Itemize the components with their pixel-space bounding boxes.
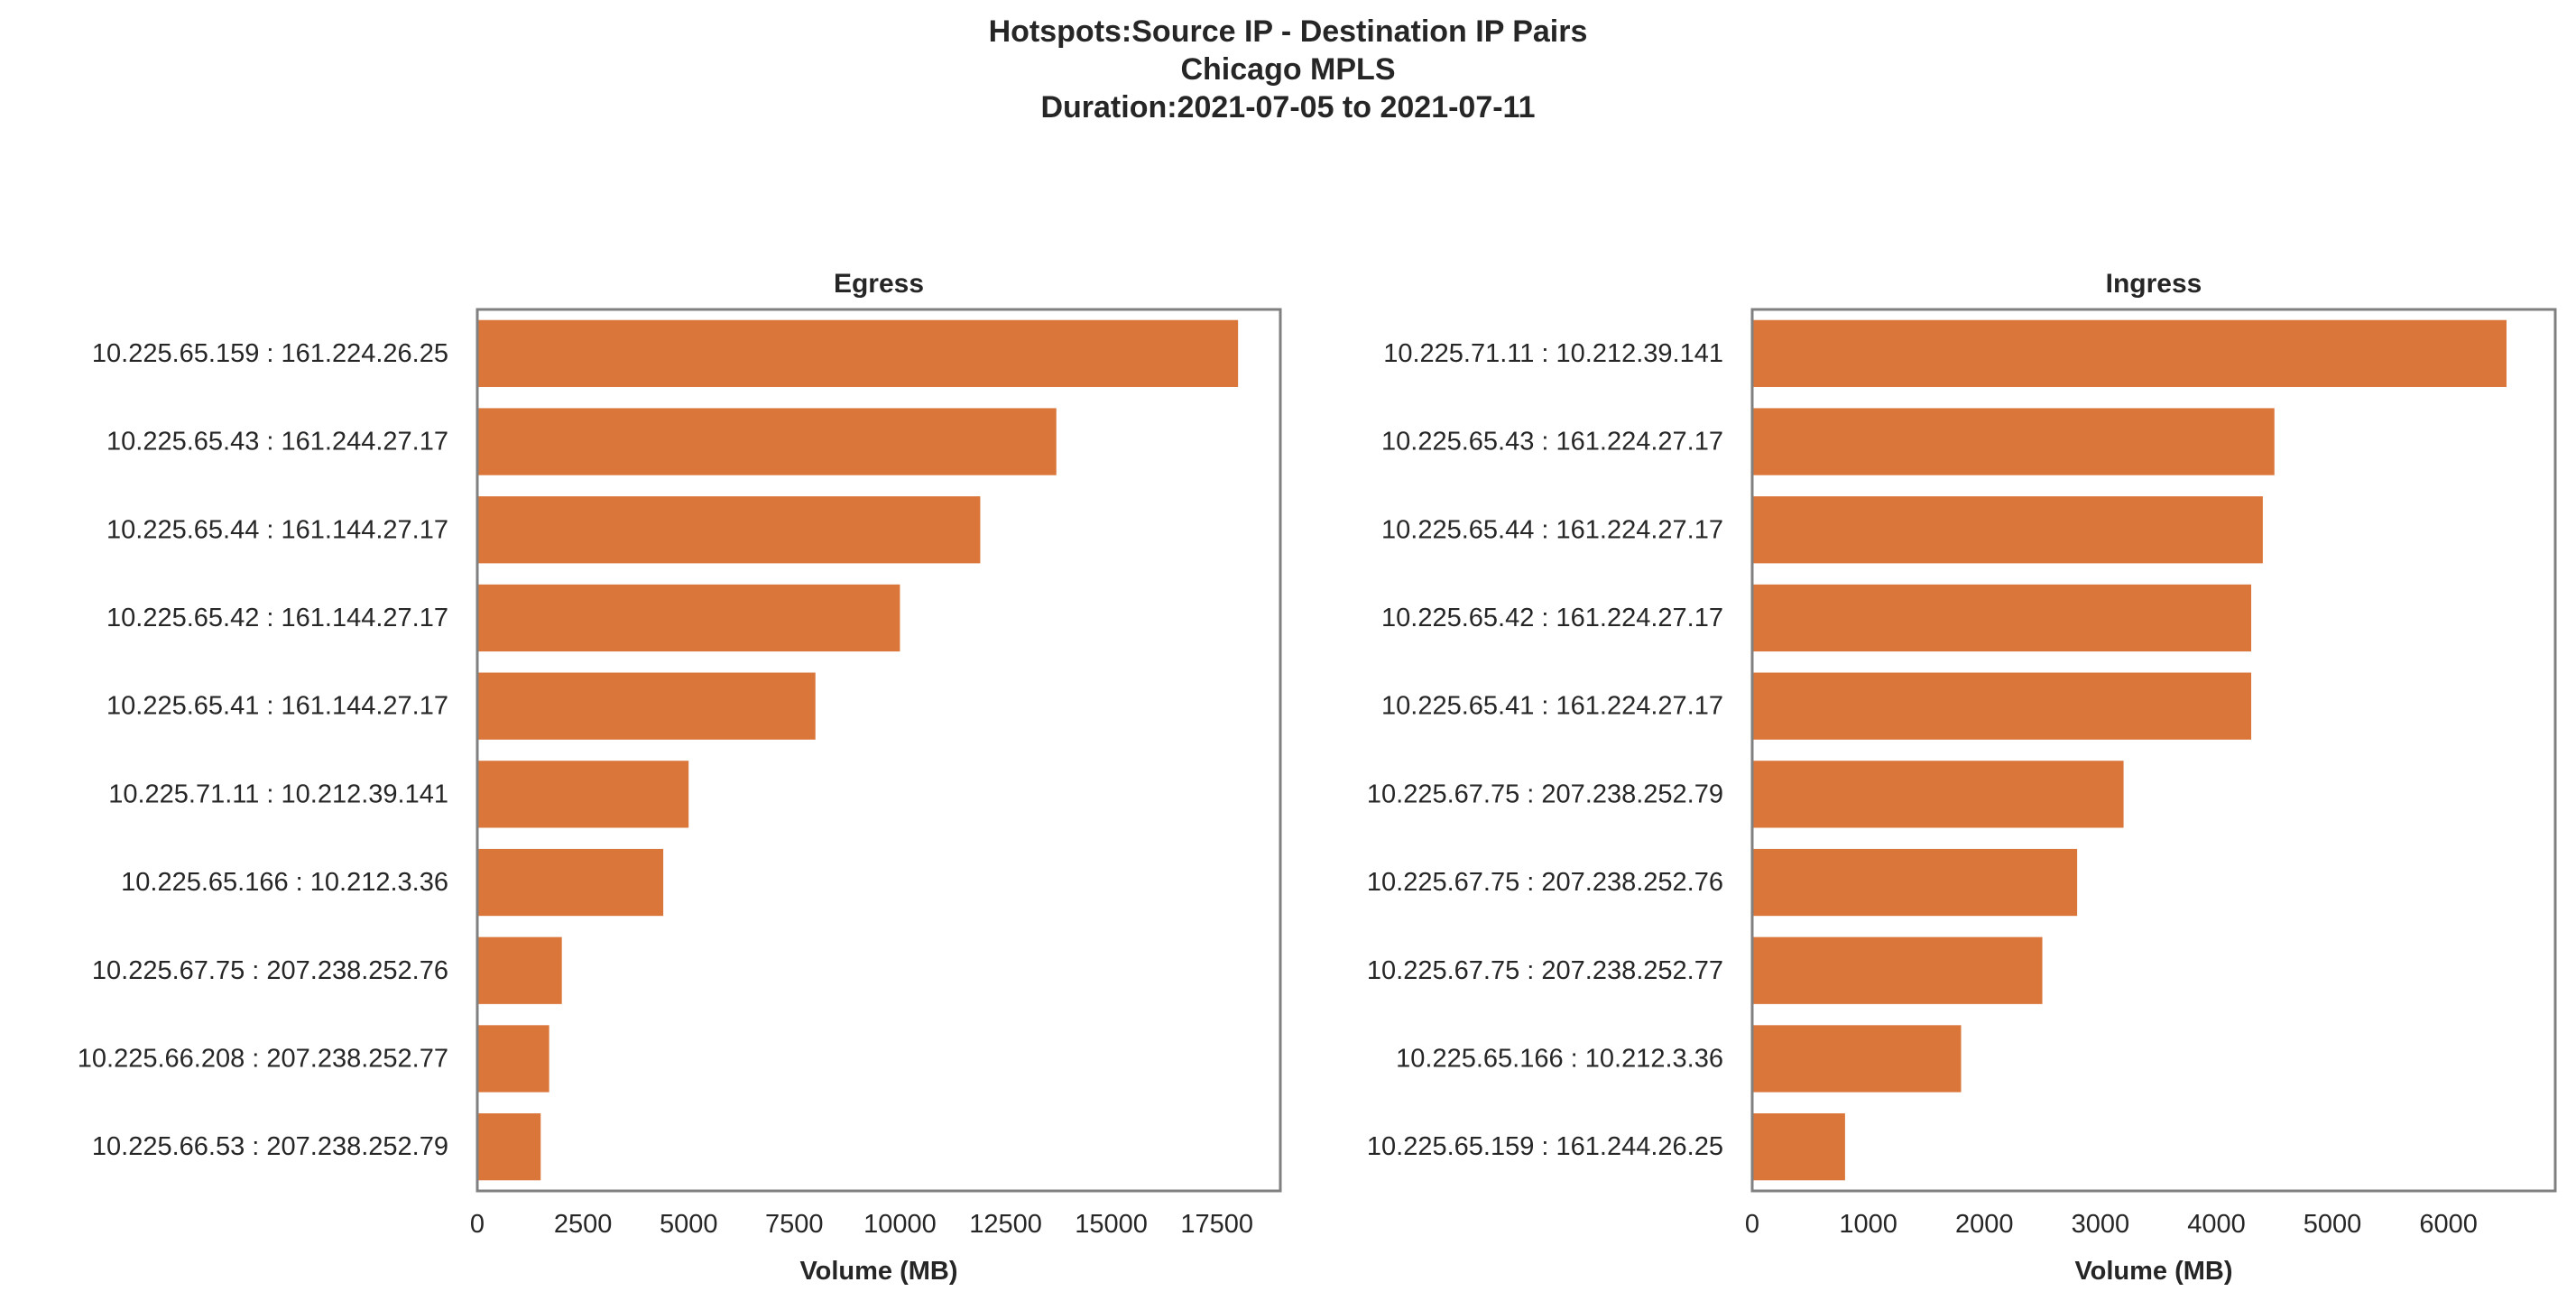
ingress-bar-7 xyxy=(1752,848,2078,917)
egress-x-tick-label: 2500 xyxy=(554,1210,613,1239)
egress-category-label: 10.225.71.11 : 10.212.39.141 xyxy=(108,780,448,808)
egress-bar-4 xyxy=(477,584,900,652)
egress-bar-7 xyxy=(477,848,664,917)
figure-title-line-3: Duration:2021-07-05 to 2021-07-11 xyxy=(1040,90,1536,125)
ingress-category-label: 10.225.65.41 : 161.224.27.17 xyxy=(1381,692,1723,721)
egress-category-label: 10.225.65.42 : 161.144.27.17 xyxy=(106,604,448,632)
egress-x-tick-label: 15000 xyxy=(1075,1210,1148,1239)
ingress-bar-8 xyxy=(1752,936,2043,1004)
ingress-category-label: 10.225.71.11 : 10.212.39.141 xyxy=(1383,339,1723,368)
ingress-panel-title: Ingress xyxy=(2106,269,2202,299)
figure-title-line-2: Chicago MPLS xyxy=(1180,52,1396,87)
ingress-category-label: 10.225.65.159 : 161.244.26.25 xyxy=(1367,1132,1723,1161)
ingress-bar-4 xyxy=(1752,584,2252,652)
egress-category-label: 10.225.65.41 : 161.144.27.17 xyxy=(106,692,448,721)
egress-panel-title: Egress xyxy=(834,269,924,299)
egress-x-tick-label: 7500 xyxy=(765,1210,824,1239)
ingress-category-label: 10.225.67.75 : 207.238.252.77 xyxy=(1367,956,1723,985)
ingress-bar-1 xyxy=(1752,319,2507,387)
ingress-bar-5 xyxy=(1752,672,2252,740)
ingress-category-label: 10.225.67.75 : 207.238.252.79 xyxy=(1367,780,1723,808)
ingress-bar-2 xyxy=(1752,408,2275,475)
egress-bar-5 xyxy=(477,672,816,740)
ingress-x-tick-label: 0 xyxy=(1745,1210,1759,1239)
ingress-category-label: 10.225.65.44 : 161.224.27.17 xyxy=(1381,515,1723,544)
egress-x-tick-label: 17500 xyxy=(1180,1210,1253,1239)
egress-category-label: 10.225.66.208 : 207.238.252.77 xyxy=(78,1044,448,1073)
ingress-bar-3 xyxy=(1752,496,2263,564)
egress-bar-1 xyxy=(477,319,1239,387)
ingress-panel: 10.225.71.11 : 10.212.39.141 10.225.65.43… xyxy=(1367,269,2557,1286)
egress-category-label: 10.225.67.75 : 207.238.252.76 xyxy=(92,956,448,985)
ingress-x-tick-label: 5000 xyxy=(2304,1210,2362,1239)
ingress-x-tick-label: 3000 xyxy=(2072,1210,2130,1239)
ingress-category-label: 10.225.65.42 : 161.224.27.17 xyxy=(1381,604,1723,632)
ingress-x-tick-label: 2000 xyxy=(1955,1210,2014,1239)
egress-x-tick-label: 12500 xyxy=(969,1210,1042,1239)
figure-title-line-1: Hotspots:Source IP - Destination IP Pair… xyxy=(988,14,1588,49)
ingress-category-label: 10.225.67.75 : 207.238.252.76 xyxy=(1367,868,1723,897)
egress-x-tick-label: 5000 xyxy=(660,1210,718,1239)
egress-bar-2 xyxy=(477,408,1057,475)
egress-bar-8 xyxy=(477,936,562,1004)
ingress-x-tick-label: 1000 xyxy=(1839,1210,1897,1239)
egress-x-axis-title: Volume (MB) xyxy=(799,1257,957,1286)
egress-category-label: 10.225.66.53 : 207.238.252.79 xyxy=(92,1132,448,1161)
egress-bar-3 xyxy=(477,496,981,564)
ingress-category-label: 10.225.65.166 : 10.212.3.36 xyxy=(1396,1044,1723,1073)
ingress-category-label: 10.225.65.43 : 161.224.27.17 xyxy=(1381,428,1723,457)
ingress-plot-frame xyxy=(1750,308,2557,1193)
egress-category-label: 10.225.65.44 : 161.144.27.17 xyxy=(106,515,448,544)
egress-x-tick-label: 0 xyxy=(470,1210,485,1239)
egress-category-label: 10.225.65.43 : 161.244.27.17 xyxy=(106,428,448,457)
egress-bar-6 xyxy=(477,761,689,828)
ingress-bar-9 xyxy=(1752,1025,1962,1093)
egress-x-tick-label: 10000 xyxy=(863,1210,937,1239)
ingress-x-tick-label: 6000 xyxy=(2419,1210,2478,1239)
egress-bar-9 xyxy=(477,1025,549,1093)
figure-title: Hotspots:Source IP - Destination IP Pair… xyxy=(0,13,2576,126)
ingress-bar-10 xyxy=(1752,1113,1845,1181)
ingress-x-axis-title: Volume (MB) xyxy=(2074,1257,2232,1286)
egress-bar-10 xyxy=(477,1113,541,1181)
egress-category-label: 10.225.65.159 : 161.224.26.25 xyxy=(92,339,448,368)
egress-plot-frame xyxy=(475,308,1282,1193)
egress-category-label: 10.225.65.166 : 10.212.3.36 xyxy=(121,868,448,897)
egress-panel: 10.225.65.159 : 161.224.26.25 10.225.65.4… xyxy=(78,269,1282,1286)
ingress-bar-6 xyxy=(1752,761,2124,828)
ingress-x-tick-label: 4000 xyxy=(2187,1210,2246,1239)
